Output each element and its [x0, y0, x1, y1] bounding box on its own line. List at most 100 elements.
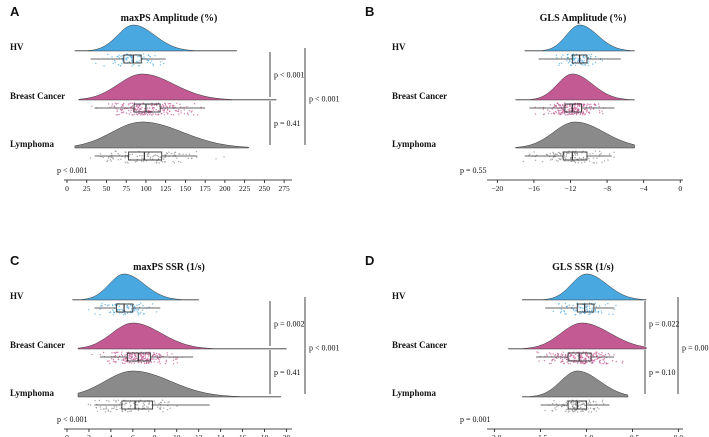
- data-point: [114, 61, 116, 64]
- data-point: [100, 305, 102, 307]
- data-point: [582, 362, 584, 365]
- data-point: [556, 102, 558, 105]
- data-point: [152, 156, 154, 158]
- data-point: [121, 410, 124, 413]
- data-point: [191, 157, 193, 159]
- data-point: [576, 362, 579, 364]
- data-point: [196, 156, 198, 158]
- data-point: [112, 157, 114, 159]
- data-point: [151, 107, 154, 110]
- data-point: [130, 102, 132, 104]
- data-point: [155, 162, 158, 164]
- data-point: [592, 353, 595, 355]
- data-point: [136, 105, 138, 107]
- density-curve: [524, 24, 635, 52]
- data-point: [124, 404, 126, 406]
- data-point: [142, 402, 145, 404]
- data-point: [120, 106, 123, 108]
- group-label: Lymphoma: [10, 388, 55, 398]
- data-point: [153, 361, 155, 363]
- data-point: [110, 156, 112, 158]
- group-hv: HV: [10, 273, 199, 316]
- significance-bracket: p = 0.41: [269, 101, 301, 145]
- significance-bracket: p = 0.022: [644, 301, 680, 346]
- data-point: [595, 162, 598, 164]
- data-point: [114, 303, 116, 305]
- data-point: [558, 112, 560, 114]
- data-point: [559, 104, 561, 107]
- data-point: [534, 106, 536, 108]
- data-point: [588, 103, 590, 106]
- data-point: [584, 404, 586, 407]
- data-point: [572, 411, 574, 413]
- data-point: [567, 109, 570, 111]
- data-point: [600, 310, 602, 312]
- data-point: [582, 157, 584, 159]
- data-point: [551, 113, 553, 115]
- group-breast-cancer: Breast Cancer: [392, 322, 647, 365]
- data-point: [582, 64, 584, 66]
- data-point: [133, 306, 136, 308]
- data-point: [564, 157, 566, 159]
- data-point: [563, 362, 565, 365]
- data-point: [146, 153, 148, 155]
- data-point: [585, 361, 587, 363]
- data-point: [584, 56, 587, 58]
- data-point: [601, 401, 603, 403]
- data-point: [125, 59, 128, 61]
- data-point: [140, 302, 142, 304]
- data-point: [116, 310, 119, 312]
- data-point: [127, 57, 129, 59]
- data-point: [128, 306, 130, 308]
- data-point: [137, 361, 139, 363]
- data-point: [574, 160, 576, 163]
- data-point: [166, 354, 169, 356]
- data-point: [149, 158, 151, 160]
- data-point: [122, 60, 124, 62]
- data-point: [159, 61, 162, 63]
- data-point: [161, 108, 163, 110]
- density-curve: [508, 322, 647, 350]
- data-point: [103, 65, 105, 67]
- group-label: HV: [392, 42, 406, 52]
- group-label: Breast Cancer: [10, 91, 65, 101]
- data-point: [574, 152, 576, 154]
- data-point: [562, 54, 564, 56]
- data-point: [563, 155, 566, 157]
- data-point: [124, 156, 126, 159]
- data-point: [558, 152, 561, 154]
- data-point: [560, 153, 562, 156]
- data-point: [580, 358, 582, 360]
- data-point: [565, 158, 567, 160]
- data-point: [570, 363, 572, 365]
- data-point: [148, 355, 150, 357]
- data-point: [595, 410, 597, 412]
- data-point: [129, 361, 131, 363]
- data-point: [116, 110, 118, 113]
- data-point: [580, 359, 582, 361]
- data-point: [591, 310, 593, 312]
- data-point: [141, 157, 143, 159]
- data-point: [102, 156, 104, 159]
- data-point: [109, 411, 112, 413]
- data-point: [151, 114, 153, 116]
- data-point: [88, 309, 90, 311]
- data-point: [173, 162, 176, 164]
- data-point: [176, 358, 178, 360]
- data-point: [145, 112, 147, 115]
- data-point: [183, 113, 186, 115]
- data-point: [176, 110, 178, 113]
- data-point: [165, 360, 168, 363]
- data-point: [570, 403, 573, 405]
- density-curve: [521, 273, 647, 301]
- data-point: [182, 153, 184, 156]
- data-point: [112, 309, 114, 311]
- data-point: [550, 353, 552, 355]
- x-tick-label: −20: [491, 184, 503, 193]
- data-point: [558, 157, 560, 160]
- data-point: [104, 408, 106, 410]
- data-point: [596, 355, 598, 357]
- data-point: [117, 358, 120, 361]
- data-point: [140, 351, 142, 353]
